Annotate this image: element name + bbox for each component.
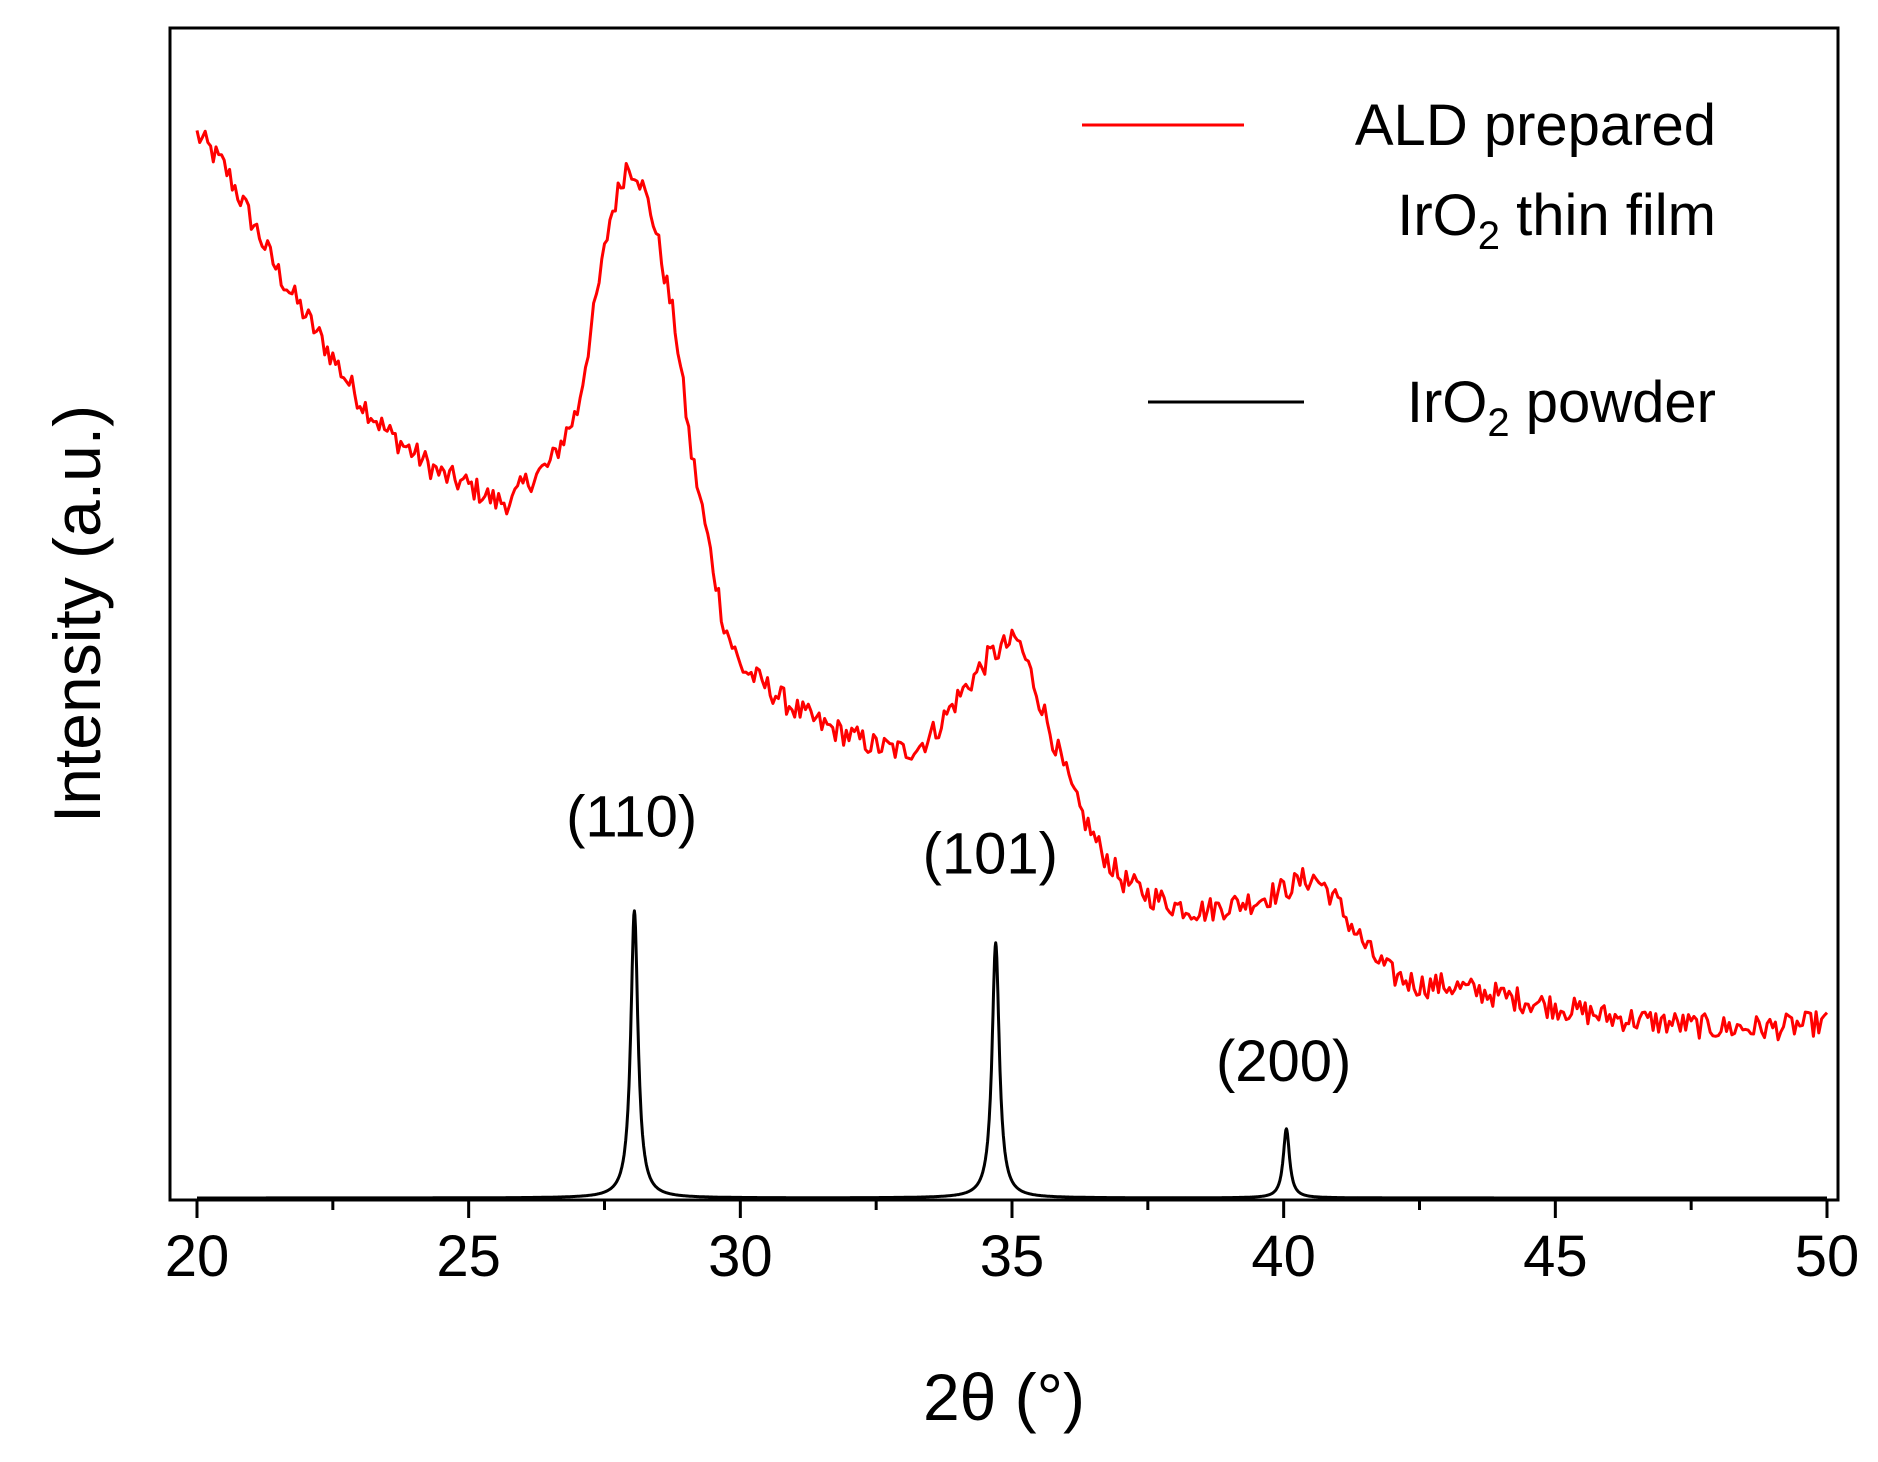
peak-label: (200) — [1216, 1029, 1351, 1094]
x-axis-title: 2θ (°) — [923, 1360, 1085, 1434]
legend-label: ALD prepared — [1355, 93, 1716, 158]
series-line-powder — [196, 909, 1828, 1200]
peak-label: (110) — [566, 784, 697, 849]
plot-lines — [195, 129, 1829, 1200]
legend-label: IrO2 thin film — [1397, 183, 1716, 258]
x-tick-label: 25 — [436, 1224, 501, 1289]
legend: ALD prepared IrO2 thin film IrO2 powder — [1082, 93, 1716, 445]
x-tick-label: 30 — [708, 1224, 773, 1289]
peak-annotations: (110) (101) (200) — [566, 784, 1351, 1094]
x-tick-label: 45 — [1523, 1224, 1588, 1289]
peak-label: (101) — [923, 822, 1058, 887]
x-tick-label: 50 — [1795, 1224, 1860, 1289]
y-axis-title: Intensity (a.u.) — [40, 405, 114, 823]
x-tick-label: 35 — [980, 1224, 1045, 1289]
plot-frame — [168, 26, 1840, 1202]
x-tick-label: 40 — [1251, 1224, 1316, 1289]
x-tick-label: 20 — [165, 1224, 230, 1289]
series-line-film — [195, 129, 1829, 1042]
x-axis: 20 25 30 35 40 45 50 — [165, 1200, 1860, 1289]
legend-label: IrO2 powder — [1407, 370, 1716, 445]
